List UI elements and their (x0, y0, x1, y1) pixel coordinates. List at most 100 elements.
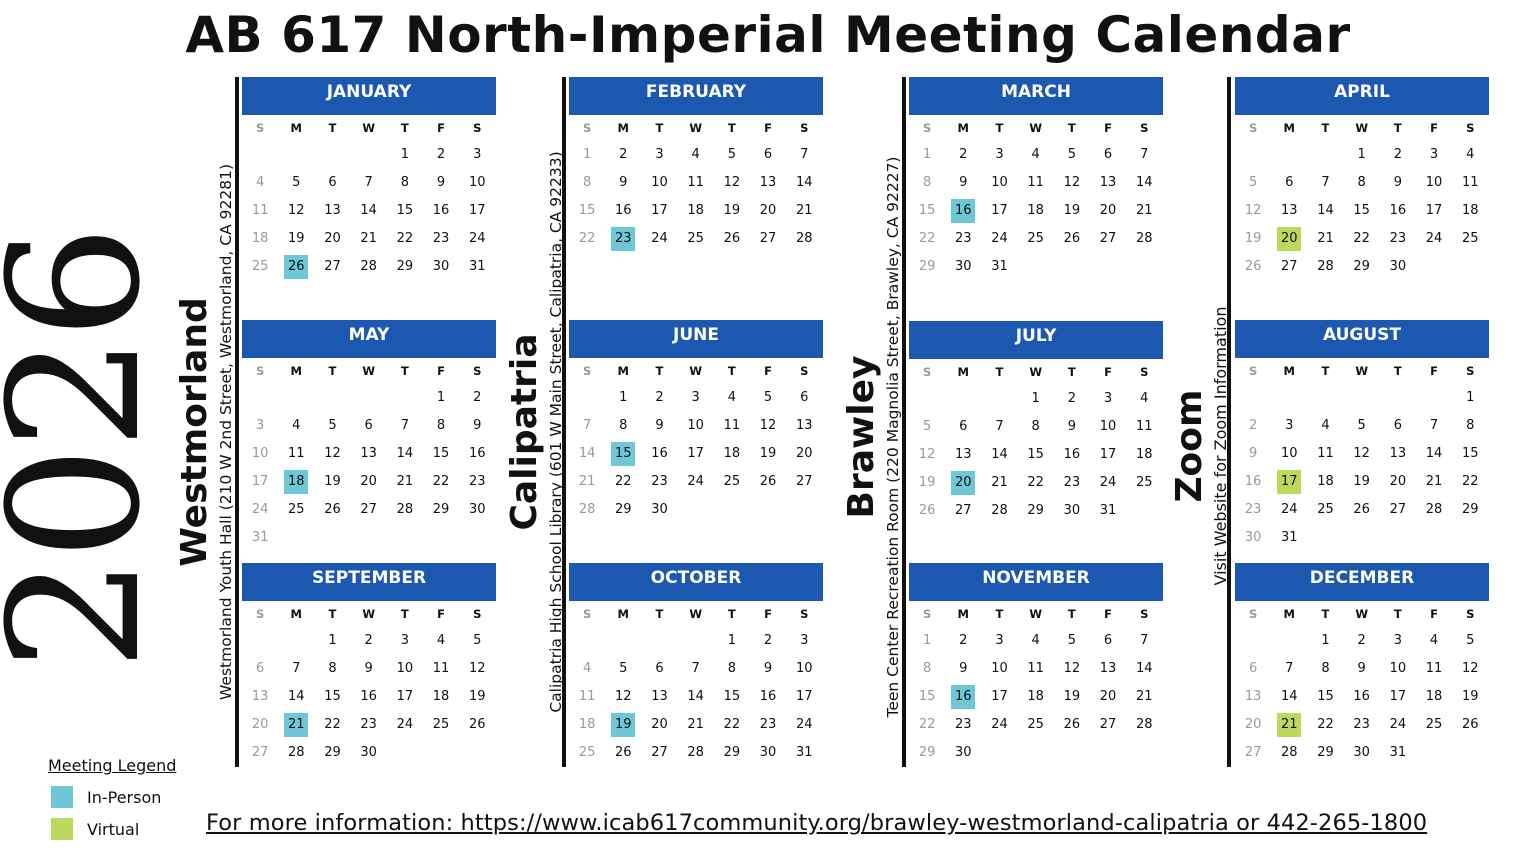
day-number: 15 (1027, 447, 1044, 462)
meeting-day: 23 (605, 227, 641, 255)
day-number: 22 (918, 717, 936, 732)
weekday-header: F (764, 607, 772, 621)
day: 27 (1380, 498, 1416, 526)
month-february: FEBRUARY S M T W T F S 1 2 3 4 5 6 7 8 9 10 11 12 13 14 15 16 1… (569, 77, 823, 307)
location-name: Zoom (1169, 389, 1210, 503)
day: 25 (678, 227, 714, 255)
day: 20 (242, 713, 278, 741)
day-number: 16 (468, 446, 486, 461)
day-number: 10 (251, 446, 269, 461)
meeting-day: 19 (605, 713, 641, 741)
day: 2 (1235, 414, 1271, 442)
day-number: 10 (1099, 419, 1117, 434)
empty-day (278, 629, 314, 657)
day: 22 (714, 713, 750, 741)
day: 22 (1452, 470, 1488, 498)
day-number: 24 (396, 717, 414, 732)
day: 6 (314, 171, 350, 199)
day-number: 7 (1285, 661, 1294, 676)
day-number: 30 (1389, 259, 1407, 274)
day: 13 (314, 199, 350, 227)
weekday-header: W (1355, 607, 1368, 621)
day-number: 6 (1285, 175, 1294, 190)
empty-day (1344, 386, 1380, 414)
day-number: 26 (918, 503, 936, 518)
day: 27 (1235, 741, 1271, 769)
month-header: JULY (909, 321, 1163, 359)
day: 3 (387, 629, 423, 657)
day-number: 9 (1067, 419, 1076, 434)
day: 5 (909, 415, 945, 443)
day: 23 (1380, 227, 1416, 255)
day-number: 19 (324, 474, 341, 489)
day: 18 (242, 227, 278, 255)
day: 8 (909, 171, 945, 199)
day-number: 12 (1461, 661, 1479, 676)
day: 3 (981, 143, 1017, 171)
day: 18 (1126, 443, 1162, 471)
day-number: 10 (651, 175, 668, 190)
day: 24 (1416, 227, 1452, 255)
day: 2 (945, 143, 981, 171)
day: 12 (1344, 442, 1380, 470)
day: 24 (981, 227, 1017, 255)
day-number: 1 (727, 633, 736, 648)
location-address: Teen Center Recreation Room (220 Magnoli… (884, 156, 902, 718)
month-header: AUGUST (1235, 320, 1489, 358)
day-number: 24 (251, 502, 269, 517)
day: 16 (1344, 685, 1380, 713)
month-header: JANUARY (242, 77, 496, 115)
day-number: 10 (1425, 175, 1443, 190)
day-number: 3 (1103, 391, 1113, 406)
weekday-header: M (617, 364, 629, 378)
weekday-header: T (727, 607, 736, 621)
day-number: 16 (432, 203, 450, 218)
weekday-header: M (290, 364, 302, 378)
month-may: MAY S M T W T F S 1 2 3 4 5 6 7 8 9 10 11 12 13 14 15 16 17 18 19… (242, 320, 496, 550)
day-number: 20 (324, 231, 341, 246)
day-number: 6 (1103, 633, 1113, 648)
day: 13 (1090, 171, 1126, 199)
weekday-header: S (1140, 607, 1149, 621)
day-number: 4 (691, 147, 700, 162)
day-number: 27 (651, 745, 668, 760)
day: 8 (387, 171, 423, 199)
day-number: 27 (955, 503, 972, 518)
day-number: 4 (1429, 633, 1439, 648)
day-number: 14 (360, 203, 377, 218)
day-number: 22 (918, 231, 936, 246)
day: 14 (278, 685, 314, 713)
day: 4 (678, 143, 714, 171)
day: 7 (569, 414, 605, 442)
weekday-header: T (400, 607, 409, 621)
footer-info-link[interactable]: For more information: https://www.icab61… (206, 810, 1428, 836)
day-number: 12 (1063, 175, 1081, 190)
day-number: 22 (1461, 474, 1479, 489)
month-september: SEPTEMBER S M T W T F S 1 2 3 4 5 6 7 8 9 10 11 12 13 14 15 16… (242, 563, 496, 793)
empty-day (569, 629, 605, 657)
day: 22 (1307, 713, 1343, 741)
day-number: 20 (360, 474, 377, 489)
day: 23 (1344, 713, 1380, 741)
day-number: 3 (1429, 147, 1439, 162)
day-number: 18 (284, 470, 309, 494)
day-number: 23 (759, 717, 777, 732)
day: 19 (1344, 470, 1380, 498)
day: 20 (1090, 199, 1126, 227)
day: 29 (1452, 498, 1488, 526)
day-number: 3 (995, 633, 1004, 648)
day: 18 (714, 442, 750, 470)
day-number: 10 (991, 661, 1008, 676)
day: 22 (1018, 471, 1054, 499)
day: 18 (1018, 685, 1054, 713)
day: 7 (1126, 629, 1162, 657)
day-number: 8 (727, 661, 736, 676)
virtual-swatch (51, 818, 73, 840)
day-number: 4 (1140, 391, 1149, 406)
month-april: APRIL S M T W T F S 1 2 3 4 5 6 7 8 9 10 11 12 13 14 15 16 17 18… (1235, 77, 1489, 307)
weekday-header: T (655, 607, 664, 621)
weekday-header: T (995, 365, 1004, 379)
day: 5 (714, 143, 750, 171)
day: 19 (909, 471, 945, 499)
day: 3 (459, 143, 495, 171)
